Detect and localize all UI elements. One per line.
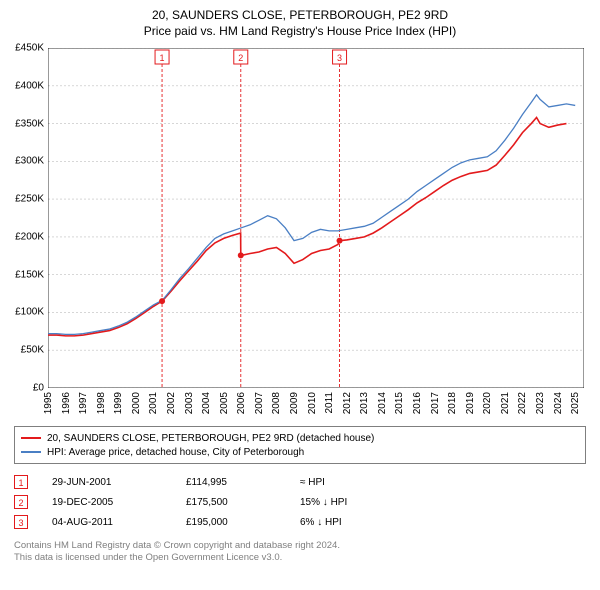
x-tick-label: 2013	[359, 392, 370, 414]
svg-text:2: 2	[238, 53, 243, 63]
x-tick-label: 2024	[553, 392, 564, 414]
x-tick-label: 2000	[131, 392, 142, 414]
chart-container: 20, SAUNDERS CLOSE, PETERBOROUGH, PE2 9R…	[0, 0, 600, 571]
legend-row: 20, SAUNDERS CLOSE, PETERBOROUGH, PE2 9R…	[21, 431, 579, 445]
sale-diff: 6% ↓ HPI	[300, 517, 390, 528]
x-tick-label: 1999	[113, 392, 124, 414]
sales-table: 1 29-JUN-2001 £114,995 ≈ HPI 2 19-DEC-2005 £17…	[14, 472, 586, 532]
x-tick-label: 2014	[377, 392, 388, 414]
y-tick-label: £350K	[15, 118, 44, 129]
x-tick-label: 2022	[517, 392, 528, 414]
x-tick-label: 2004	[201, 392, 212, 414]
svg-text:1: 1	[160, 53, 165, 63]
x-tick-label: 2025	[570, 392, 581, 414]
y-tick-label: £50K	[21, 345, 44, 356]
y-tick-label: £150K	[15, 269, 44, 280]
sale-row: 3 04-AUG-2011 £195,000 6% ↓ HPI	[14, 512, 586, 532]
x-tick-label: 1998	[96, 392, 107, 414]
footer-line-1: Contains HM Land Registry data © Crown c…	[14, 540, 586, 552]
x-tick-label: 2007	[254, 392, 265, 414]
legend-swatch	[21, 451, 41, 453]
y-tick-label: £100K	[15, 307, 44, 318]
legend: 20, SAUNDERS CLOSE, PETERBOROUGH, PE2 9R…	[14, 426, 586, 464]
sale-price: £114,995	[186, 477, 276, 488]
x-tick-label: 2002	[166, 392, 177, 414]
y-tick-label: £300K	[15, 156, 44, 167]
y-tick-label: £250K	[15, 194, 44, 205]
x-tick-label: 2023	[535, 392, 546, 414]
plot-svg: 1 2 3	[48, 48, 584, 388]
x-tick-label: 2016	[412, 392, 423, 414]
sale-date: 19-DEC-2005	[52, 497, 162, 508]
sale-diff: 15% ↓ HPI	[300, 497, 390, 508]
x-tick-label: 2018	[447, 392, 458, 414]
x-tick-label: 2009	[289, 392, 300, 414]
legend-label: HPI: Average price, detached house, City…	[47, 447, 304, 458]
x-tick-label: 2017	[430, 392, 441, 414]
x-tick-label: 2003	[184, 392, 195, 414]
legend-swatch	[21, 437, 41, 439]
x-tick-label: 2008	[271, 392, 282, 414]
sale-row: 1 29-JUN-2001 £114,995 ≈ HPI	[14, 472, 586, 492]
footer-attribution: Contains HM Land Registry data © Crown c…	[14, 540, 586, 565]
sale-date: 04-AUG-2011	[52, 517, 162, 528]
plot-area: 123 £0£50K£100K£150K£200K£250K£300K£350K…	[48, 48, 584, 388]
x-tick-label: 2019	[465, 392, 476, 414]
sale-price: £175,500	[186, 497, 276, 508]
sale-marker: 3	[14, 515, 28, 529]
x-tick-label: 2005	[219, 392, 230, 414]
y-tick-label: £450K	[15, 43, 44, 54]
svg-text:3: 3	[337, 53, 342, 63]
title-block: 20, SAUNDERS CLOSE, PETERBOROUGH, PE2 9R…	[10, 8, 590, 38]
title-line-1: 20, SAUNDERS CLOSE, PETERBOROUGH, PE2 9R…	[10, 8, 590, 22]
x-tick-label: 1996	[61, 392, 72, 414]
y-tick-label: £200K	[15, 231, 44, 242]
sale-marker: 1	[14, 475, 28, 489]
x-tick-label: 2015	[394, 392, 405, 414]
sale-price: £195,000	[186, 517, 276, 528]
x-tick-label: 2001	[148, 392, 159, 414]
y-tick-label: £400K	[15, 80, 44, 91]
x-tick-label: 2006	[236, 392, 247, 414]
sale-date: 29-JUN-2001	[52, 477, 162, 488]
sale-row: 2 19-DEC-2005 £175,500 15% ↓ HPI	[14, 492, 586, 512]
legend-row: HPI: Average price, detached house, City…	[21, 445, 579, 459]
x-tick-label: 2010	[307, 392, 318, 414]
x-tick-label: 1997	[78, 392, 89, 414]
legend-label: 20, SAUNDERS CLOSE, PETERBOROUGH, PE2 9R…	[47, 433, 374, 444]
title-line-2: Price paid vs. HM Land Registry's House …	[10, 24, 590, 38]
x-tick-label: 1995	[43, 392, 54, 414]
x-tick-label: 2011	[324, 392, 335, 414]
footer-line-2: This data is licensed under the Open Gov…	[14, 552, 586, 564]
x-tick-label: 2021	[500, 392, 511, 414]
sale-marker: 2	[14, 495, 28, 509]
sale-diff: ≈ HPI	[300, 477, 390, 488]
x-tick-label: 2020	[482, 392, 493, 414]
x-tick-label: 2012	[342, 392, 353, 414]
